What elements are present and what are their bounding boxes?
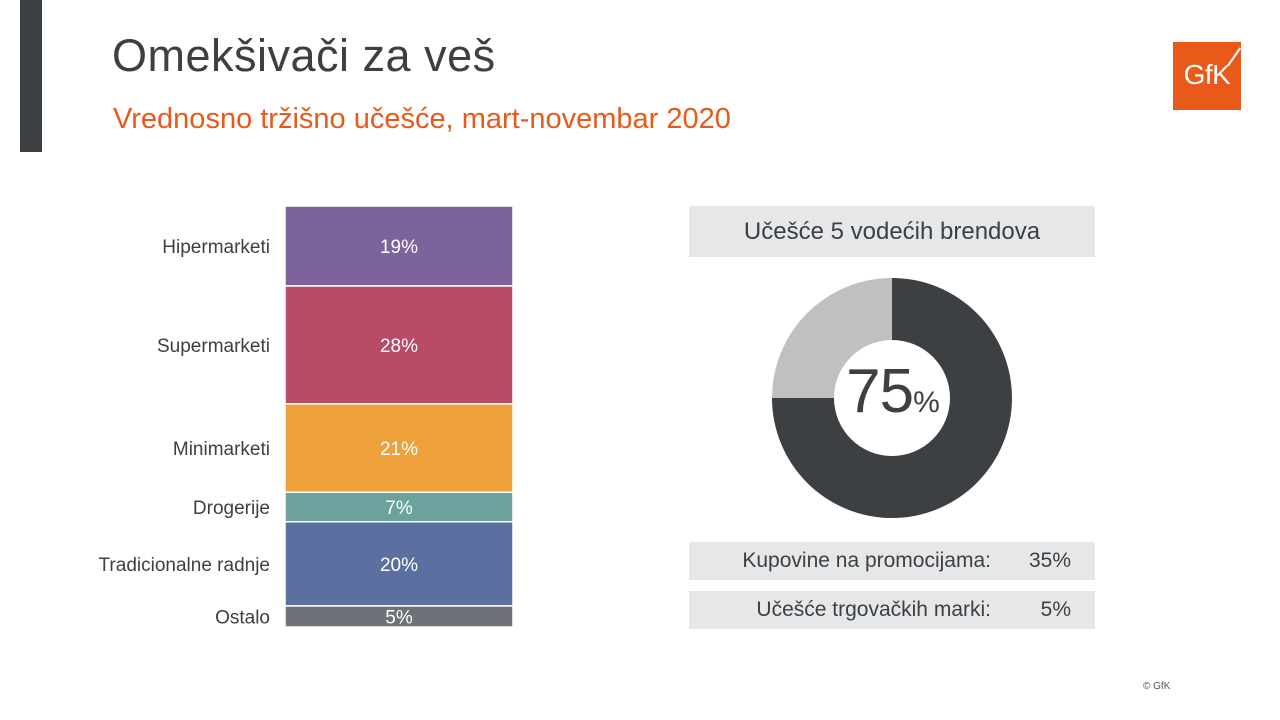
bar-value-label-supermarketi: 28% [380,336,418,357]
page-title: Omekšivači za veš [112,30,496,81]
donut-center-number: 75 [846,357,914,426]
stat-promotions-label: Kupovine na promocijama: [742,549,991,572]
bar-value-label-ostalo: 5% [385,607,413,628]
bar-value-label-drogerije: 7% [385,498,413,519]
bar-value-label-tradicionalne-radnje: 20% [380,555,418,576]
bar-category-label-drogerije: Drogerije [193,498,270,519]
bar-category-label-ostalo: Ostalo [215,607,270,628]
bar-segment-tradicionalne-radnje [284,521,514,607]
bar-segment-supermarketi [284,285,514,405]
gfk-logo: GfK [1173,42,1242,110]
donut-title-panel: Učešće 5 vodećih brendova [689,206,1095,257]
bar-segment-minimarketi [284,403,514,494]
donut-slice-others [772,278,892,398]
donut-slice-top-5-brands [772,278,1012,518]
bar-value-label-hipermarketi: 19% [380,237,418,258]
accent-bar [20,0,42,152]
bar-category-label-tradicionalne-radnje: Tradicionalne radnje [99,555,270,576]
copyright: © GfK [1143,681,1171,692]
donut-center-unit: % [913,386,940,419]
gfk-logo-text: GfK [1183,59,1231,90]
bar-category-label-hipermarketi: Hipermarketi [162,237,270,258]
stat-private-labels-label: Učešće trgovačkih marki: [756,598,991,621]
stat-private-labels-value: 5% [1040,598,1071,621]
stat-promotions-value: 35% [1028,549,1071,572]
bar-category-label-minimarketi: Minimarketi [173,439,270,460]
donut-center-value: 75% [833,356,953,427]
bar-segment-ostalo [284,605,514,628]
page-subtitle: Vrednosno tržišno učešće, mart-novembar … [113,103,731,135]
bar-segment-hipermarketi [284,205,514,287]
stat-promotions: Kupovine na promocijama: 35% [689,542,1095,580]
bar-value-label-minimarketi: 21% [380,439,418,460]
bar-category-label-supermarketi: Supermarketi [157,336,270,357]
donut-title: Učešće 5 vodećih brendova [743,218,1041,245]
donut-chart [772,278,1012,518]
stat-private-labels: Učešće trgovačkih marki: 5% [689,591,1095,629]
